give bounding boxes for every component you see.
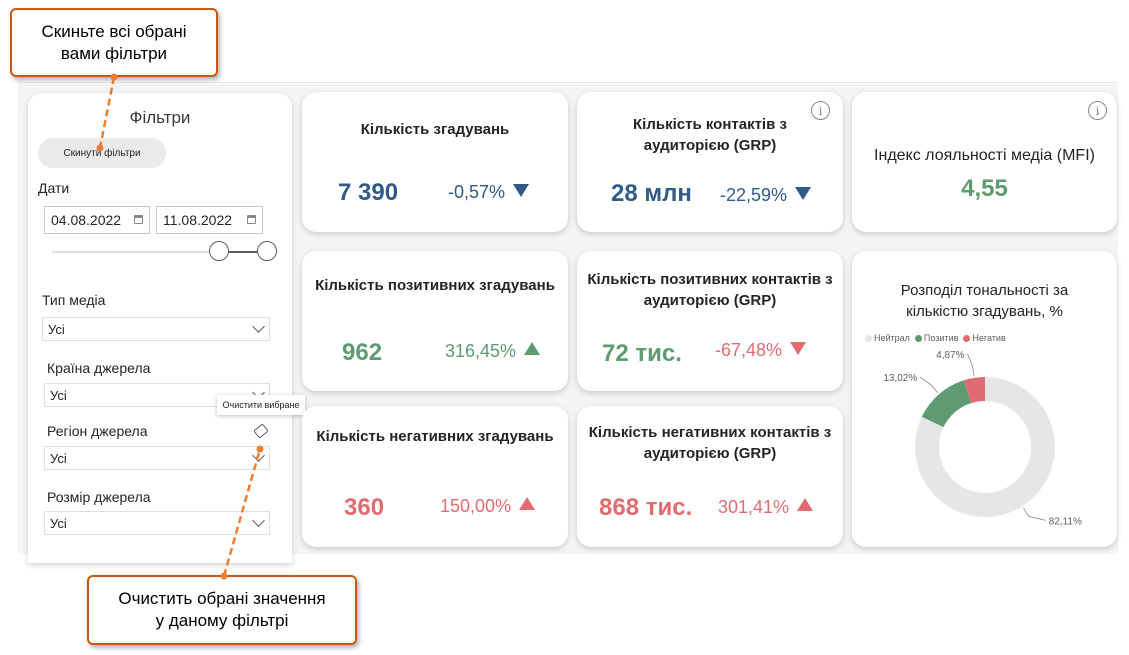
kpi-title: Кількість згадувань (360, 121, 510, 138)
down-arrow-icon (795, 187, 812, 200)
date-slider-end-handle[interactable] (257, 241, 277, 261)
date-from-value: 04.08.2022 (51, 212, 122, 228)
kpi-change: 316,45% (445, 341, 541, 362)
date-from-field[interactable]: 04.08.2022 (44, 206, 150, 234)
kpi-change-value: -22,59% (720, 185, 788, 205)
kpi-card-positive-grp[interactable]: Кількість позитивних контактів з аудитор… (577, 251, 843, 391)
media-type-label: Тип медіа (42, 292, 106, 308)
kpi-title: Кількість контактів з аудиторією (GRP) (633, 116, 787, 154)
callout-clear-text: Очистить обрані значення у даному фільтр… (118, 589, 326, 630)
region-select[interactable]: Усі (44, 446, 270, 470)
legend-label: Позитив (923, 333, 959, 343)
kpi-change: -0,57% (448, 182, 530, 203)
calendar-icon[interactable] (247, 215, 256, 224)
leader-line (1023, 507, 1046, 521)
size-value: Усі (50, 515, 67, 531)
chart-title: Розподіл тональності за кількістю згадув… (900, 282, 1069, 320)
size-select[interactable]: Усі (44, 511, 270, 535)
label-positive: 13,02% (883, 373, 917, 384)
label-negative: 4,87% (936, 350, 964, 361)
donut-chart: 82,11% 13,02% 4,87% (883, 350, 1082, 527)
kpi-change: 301,41% (718, 497, 814, 518)
kpi-change-value: -0,57% (448, 182, 506, 202)
legend-item-positive[interactable]: Позитив (914, 333, 959, 343)
clear-selection-tooltip: Очистити вибране (217, 395, 305, 415)
up-arrow-icon (797, 498, 814, 511)
down-arrow-icon (790, 342, 807, 355)
media-type-select[interactable]: Усі (42, 317, 270, 341)
kpi-value: 4,55 (961, 175, 1008, 202)
label-neutral: 82,11% (1049, 516, 1082, 527)
calendar-icon[interactable] (134, 215, 143, 224)
media-type-value: Усі (48, 321, 65, 337)
info-icon[interactable]: i (811, 101, 830, 120)
legend-dot (914, 335, 922, 342)
info-icon[interactable]: i (1088, 101, 1107, 120)
date-slider-track[interactable] (52, 251, 278, 253)
legend-label: Нейтрал (874, 333, 910, 343)
chevron-down-icon (252, 320, 265, 333)
chevron-down-icon (252, 514, 265, 527)
region-value: Усі (50, 450, 67, 466)
leader-line (920, 376, 939, 393)
top-divider (18, 82, 1118, 83)
callout-reset-text: Скиньте всі обрані вами фільтри (41, 21, 187, 63)
donut-slice-negative[interactable] (963, 377, 985, 404)
kpi-change: -67,48% (715, 340, 807, 361)
kpi-value: 72 тис. (602, 340, 682, 367)
kpi-value: 7 390 (338, 179, 399, 206)
kpi-card-positive-mentions[interactable]: Кількість позитивних згадувань 962 316,4… (302, 251, 568, 391)
date-to-value: 11.08.2022 (163, 212, 233, 228)
kpi-change-value: 150,00% (440, 496, 512, 516)
legend-dot (963, 335, 971, 342)
kpi-title: Кількість негативних контактів з аудитор… (588, 424, 832, 462)
date-slider-start-handle[interactable] (209, 241, 229, 261)
kpi-change-value: 316,45% (445, 341, 517, 361)
kpi-title: Кількість негативних згадувань (316, 428, 554, 445)
region-label: Регіон джерела (47, 423, 148, 439)
kpi-card-mfi[interactable]: i Індекс лояльності медіа (MFI) 4,55 (852, 92, 1117, 232)
legend-item-neutral[interactable]: Нейтрал (865, 333, 910, 343)
kpi-change: 150,00% (440, 496, 536, 517)
kpi-value: 28 млн (611, 180, 692, 207)
down-arrow-icon (513, 184, 530, 197)
kpi-card-grp[interactable]: i Кількість контактів з аудиторією (GRP)… (577, 92, 843, 232)
donut-slice-positive[interactable] (921, 380, 972, 428)
kpi-title: Індекс лояльності медіа (MFI) (874, 147, 1095, 164)
kpi-card-negative-mentions[interactable]: Кількість негативних згадувань 360 150,0… (302, 406, 568, 547)
callout-clear-selection: Очистить обрані значення у даному фільтр… (87, 575, 357, 645)
legend-label: Негатив (972, 333, 1006, 343)
leader-line (967, 353, 975, 376)
chart-legend: Нейтрал Позитив Негатив (865, 333, 1006, 343)
kpi-value: 868 тис. (599, 494, 693, 521)
up-arrow-icon (519, 497, 536, 510)
kpi-card-negative-grp[interactable]: Кількість негативних контактів з аудитор… (577, 406, 843, 547)
kpi-change-value: -67,48% (715, 340, 783, 360)
kpi-value: 360 (344, 494, 385, 521)
donut-slice-neutral[interactable] (915, 377, 1055, 517)
country-label: Країна джерела (47, 360, 151, 376)
country-value: Усі (50, 387, 67, 403)
kpi-card-mentions[interactable]: Кількість згадувань 7 390 -0,57% (302, 92, 568, 232)
kpi-title: Кількість позитивних згадувань (315, 277, 555, 294)
chevron-down-icon (252, 449, 265, 462)
legend-item-negative[interactable]: Негатив (963, 333, 1006, 343)
date-to-field[interactable]: 11.08.2022 (156, 206, 263, 234)
reset-filters-button[interactable]: Скинути фільтри (38, 138, 166, 168)
legend-dot (865, 335, 872, 342)
sentiment-donut-card[interactable]: Розподіл тональності за кількістю згадув… (852, 251, 1117, 547)
callout-reset-filters: Скиньте всі обрані вами фільтри (10, 8, 218, 77)
kpi-value: 962 (342, 339, 383, 366)
kpi-change: -22,59% (720, 185, 812, 206)
kpi-title: Кількість позитивних контактів з аудитор… (587, 271, 833, 309)
date-slider-range (227, 251, 267, 253)
eraser-icon[interactable] (253, 423, 269, 439)
up-arrow-icon (524, 342, 541, 355)
filters-panel: Фільтри Скинути фільтри Дати 04.08.2022 … (28, 93, 292, 563)
kpi-change-value: 301,41% (718, 497, 790, 517)
filters-title: Фільтри (129, 108, 191, 127)
dates-label: Дати (38, 180, 70, 196)
size-label: Розмір джерела (47, 489, 151, 505)
